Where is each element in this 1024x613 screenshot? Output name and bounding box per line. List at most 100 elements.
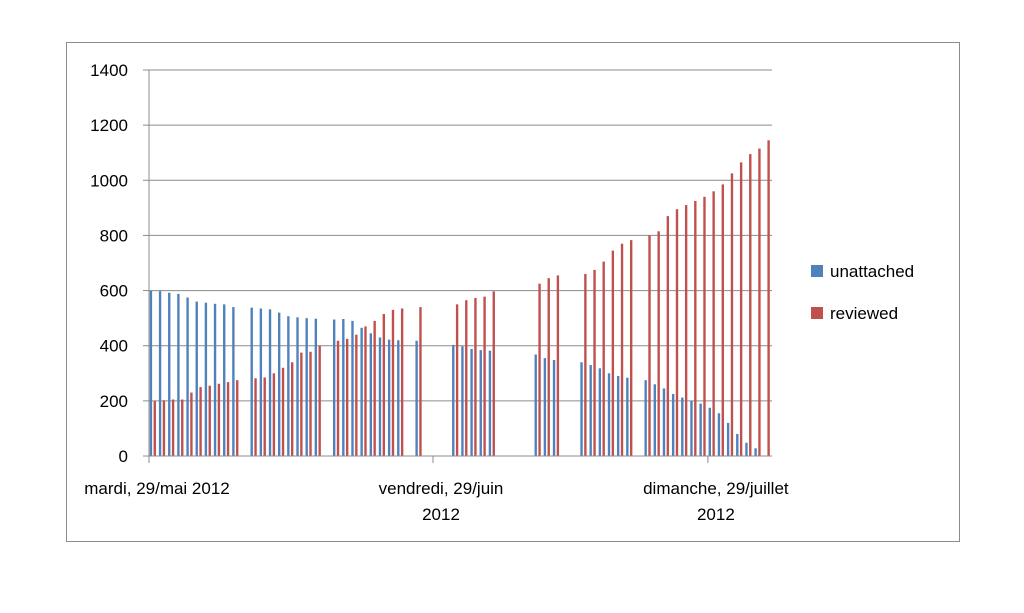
bar-unattached (177, 293, 180, 456)
bar-reviewed (584, 274, 587, 456)
bars (149, 140, 770, 457)
axes (143, 69, 772, 463)
bar-reviewed (355, 334, 358, 456)
legend-label-reviewed: reviewed (830, 304, 898, 323)
y-tick-label: 0 (119, 447, 128, 466)
bar-unattached (470, 349, 473, 456)
bar-reviewed (382, 314, 386, 456)
bar-unattached (342, 318, 345, 456)
bar-unattached (351, 320, 354, 456)
bar-reviewed (263, 377, 266, 456)
bar-reviewed (419, 307, 422, 456)
bar-unattached (277, 312, 281, 456)
bar-unattached (232, 307, 235, 456)
bar-reviewed (226, 382, 230, 456)
bar-unattached (369, 333, 372, 456)
x-axis-tick-labels: mardi, 29/mai 2012 vendredi, 29/juin 2012 d… (84, 479, 789, 524)
bar-unattached (699, 403, 702, 456)
bar-unattached (626, 377, 629, 456)
bar-reviewed (758, 148, 761, 457)
bar-reviewed (620, 243, 624, 456)
bar-reviewed (593, 269, 596, 456)
bar-unattached (580, 362, 583, 456)
bar-unattached (250, 307, 253, 456)
x-tick-label: dimanche, 29/juillet (643, 479, 789, 498)
bar-unattached (158, 291, 162, 456)
bar-unattached (607, 373, 611, 456)
bar-reviewed (162, 400, 166, 456)
bar-reviewed (657, 231, 660, 456)
bar-unattached (616, 376, 620, 456)
y-tick-label: 800 (100, 226, 128, 245)
bar-reviewed (474, 298, 477, 456)
bar-reviewed (712, 191, 715, 457)
bar-reviewed (465, 300, 468, 456)
bar-reviewed (190, 392, 193, 456)
bar-reviewed (254, 378, 257, 456)
legend-swatch-unattached (811, 265, 823, 277)
y-tick-label: 400 (100, 337, 128, 356)
bar-unattached (452, 344, 455, 456)
bar-reviewed (272, 373, 276, 456)
bar-unattached (397, 340, 400, 456)
bar-reviewed (373, 320, 376, 456)
bar-unattached (662, 388, 666, 456)
bar-reviewed (767, 140, 770, 457)
bar-reviewed (199, 387, 202, 456)
bar-reviewed (749, 154, 752, 457)
bar-reviewed (538, 283, 541, 456)
bar-unattached (589, 365, 592, 456)
bar-reviewed (684, 205, 688, 456)
bar-reviewed (236, 380, 239, 456)
bar-unattached (552, 360, 556, 456)
bar-reviewed (556, 275, 560, 456)
bar-reviewed (291, 362, 294, 456)
bar-reviewed (336, 340, 340, 456)
bar-unattached (195, 301, 198, 456)
bar-reviewed (675, 209, 679, 456)
bar-unattached (387, 339, 391, 456)
bar-reviewed (400, 308, 404, 456)
bar-unattached (314, 318, 318, 456)
bar-reviewed (391, 309, 395, 456)
bar-reviewed (300, 352, 303, 456)
bar-unattached (461, 346, 464, 456)
legend-swatch-reviewed (811, 307, 823, 319)
gridlines (149, 69, 772, 402)
bar-reviewed (611, 250, 615, 456)
bar-reviewed (208, 385, 211, 456)
bar-unattached (296, 317, 299, 456)
x-tick-label: mardi, 29/mai 2012 (84, 479, 230, 498)
bar-reviewed (318, 345, 321, 456)
bar-reviewed (309, 351, 312, 456)
bar-unattached (213, 303, 217, 456)
bar-unattached (268, 309, 272, 456)
bar-unattached (488, 350, 492, 456)
bar-reviewed (345, 338, 349, 456)
bar-reviewed (171, 399, 175, 456)
y-tick-label: 1400 (90, 61, 128, 80)
bar-unattached (717, 413, 721, 456)
bar-unattached (204, 302, 208, 456)
bar-unattached (745, 442, 748, 456)
bar-unattached (671, 393, 675, 456)
y-tick-label: 200 (100, 392, 128, 411)
bar-unattached (681, 397, 684, 456)
bar-unattached (690, 400, 693, 456)
bar-unattached (708, 407, 711, 456)
x-tick-label: 2012 (422, 505, 460, 524)
x-tick-label: vendredi, 29/juin (379, 479, 504, 498)
bar-unattached (543, 358, 547, 456)
bar-unattached (332, 319, 336, 456)
bar-unattached (644, 380, 647, 456)
bar-unattached (305, 318, 308, 456)
bar-reviewed (703, 196, 706, 457)
bar-reviewed (666, 216, 670, 456)
bar-reviewed (181, 399, 184, 456)
y-tick-label: 600 (100, 282, 128, 301)
bar-reviewed (739, 162, 743, 456)
bar-reviewed (721, 184, 724, 456)
bar-reviewed (602, 261, 605, 456)
bar-unattached (168, 292, 171, 456)
bar-unattached (223, 304, 226, 456)
